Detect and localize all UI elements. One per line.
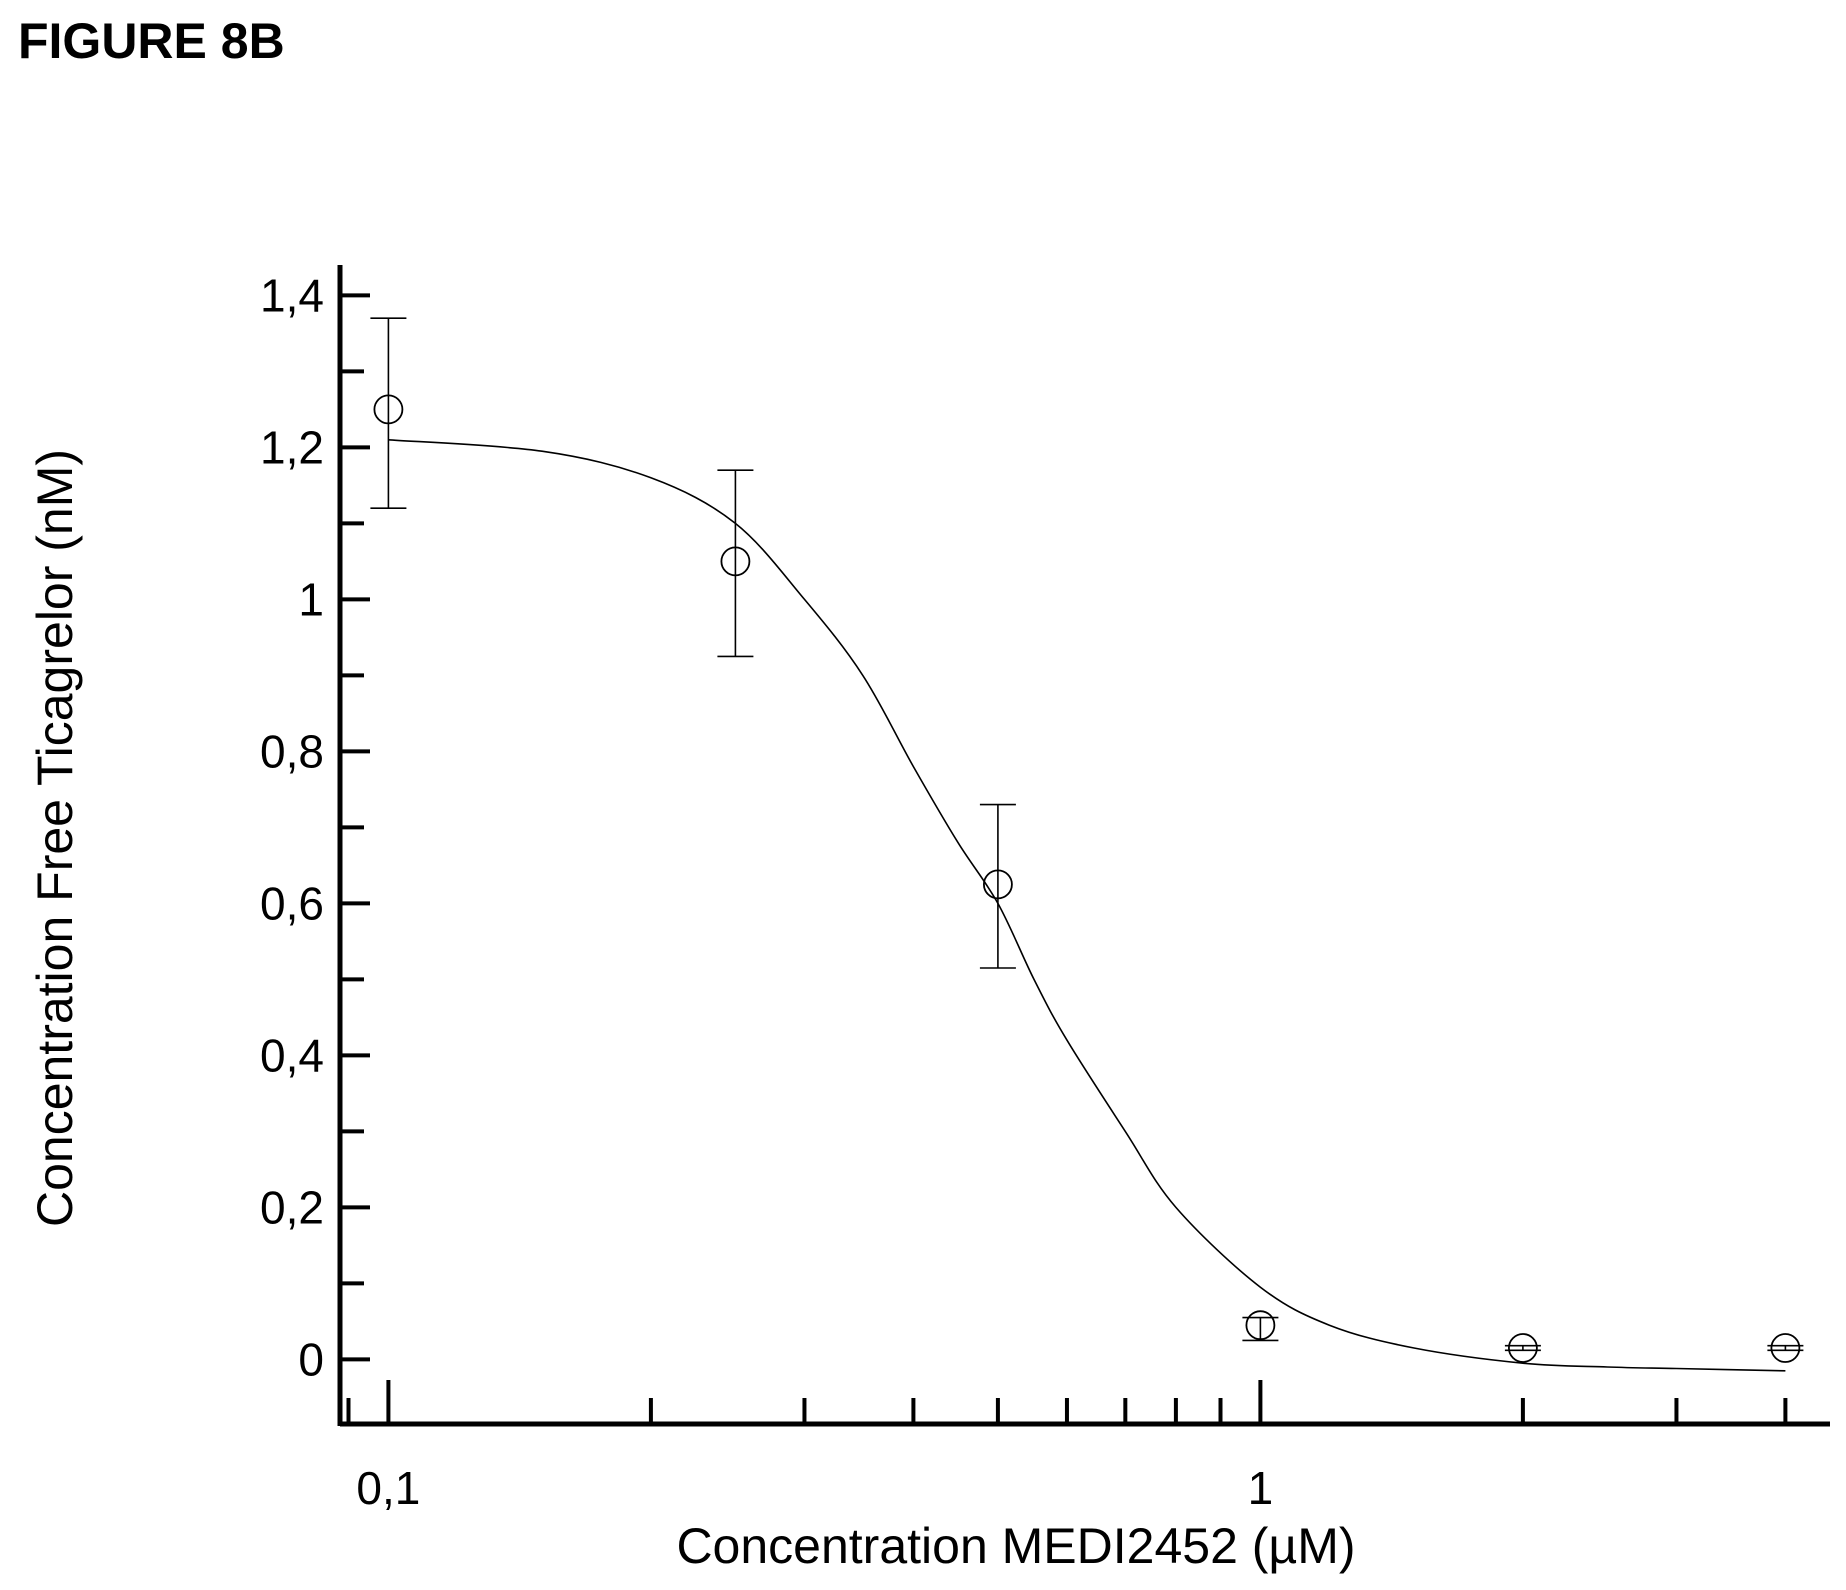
y-axis-title: Concentration Free Ticagrelor (nM) <box>27 449 83 1227</box>
data-point <box>979 803 1016 969</box>
y-tick-label: 1,4 <box>260 269 324 321</box>
figure-label: FIGURE 8B <box>18 13 285 69</box>
fit-curve <box>388 439 1786 1372</box>
data-point <box>1767 1333 1804 1363</box>
y-tick-label: 0 <box>298 1333 324 1385</box>
x-ticks: 0,1 1 <box>356 1380 1273 1514</box>
data-points <box>370 317 1804 1363</box>
y-tick-label: 0,2 <box>260 1181 324 1233</box>
point-marker <box>720 546 751 577</box>
point-marker <box>983 869 1013 900</box>
point-marker <box>1770 1333 1801 1363</box>
y-tick-label: 1 <box>298 573 324 625</box>
y-ticks: 0 0,2 0,4 0,6 0,8 1 1,2 1,4 <box>260 269 370 1385</box>
y-tick-label: 0,6 <box>260 877 324 929</box>
x-minor-ticks <box>346 1398 1788 1424</box>
axes <box>337 265 1830 1427</box>
point-marker <box>1245 1310 1276 1341</box>
x-tick-label: 1 <box>1248 1462 1274 1514</box>
point-marker <box>373 394 404 425</box>
data-point <box>370 317 407 510</box>
fit-curve-group <box>388 439 1786 1372</box>
data-point <box>717 469 754 658</box>
data-point <box>1504 1333 1541 1363</box>
y-tick-label: 1,2 <box>260 421 324 473</box>
x-tick-label: 0,1 <box>356 1462 420 1514</box>
x-axis-title: Concentration MEDI2452 (µM) <box>676 1518 1355 1574</box>
y-tick-label: 0,8 <box>260 725 324 777</box>
data-point <box>1242 1310 1279 1342</box>
point-marker <box>1507 1333 1538 1363</box>
y-tick-label: 0,4 <box>260 1029 324 1081</box>
